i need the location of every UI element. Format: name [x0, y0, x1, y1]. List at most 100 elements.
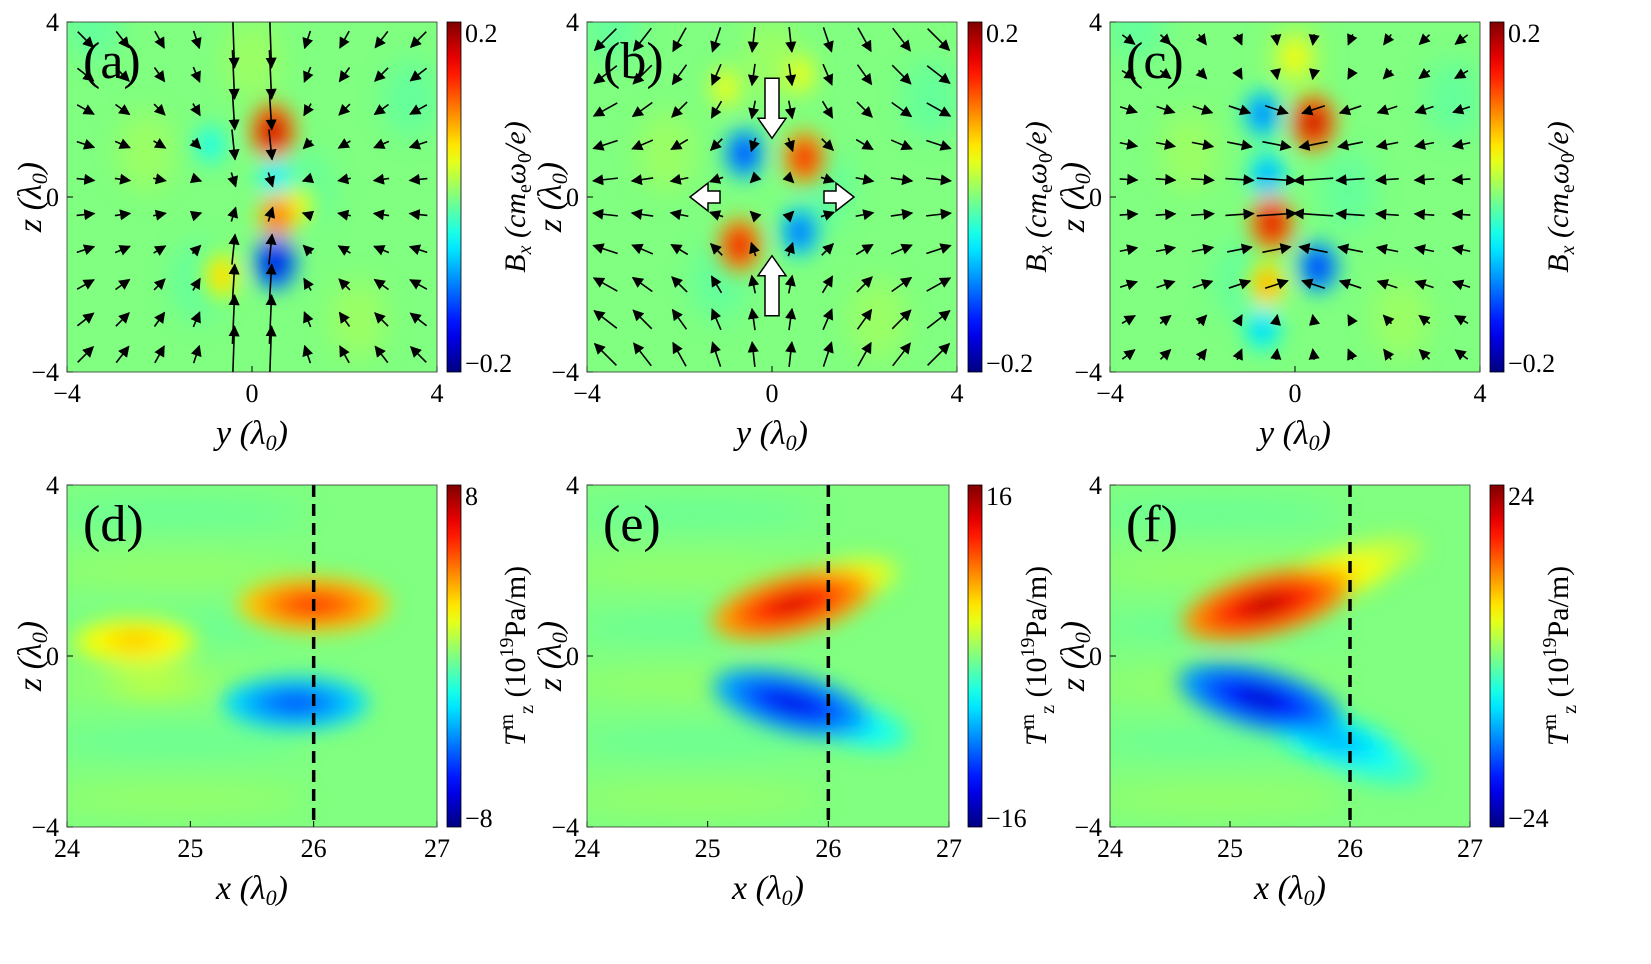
y-axis-label: z (λ0) [12, 621, 52, 692]
quiver-arrow [115, 312, 130, 327]
field-blob [721, 82, 730, 93]
quiver-arrow [784, 100, 796, 120]
y-tick-label: 0 [566, 183, 579, 212]
quiver-arrow [631, 101, 653, 118]
quiver-arrow [747, 341, 759, 367]
quiver-arrow [821, 138, 835, 152]
quiver-arrow [227, 206, 239, 222]
quiver-arrow [373, 103, 389, 116]
quiver-arrow [1156, 279, 1176, 290]
quiver-arrow [1191, 139, 1215, 151]
quiver-arrow [926, 139, 952, 151]
colorbar-label: Bx (cmeω0/e) [1020, 121, 1057, 272]
quiver-arrow [785, 307, 797, 331]
quiver-arrow [1347, 314, 1358, 327]
quiver-arrow [1119, 279, 1138, 291]
quiver-arrow [1195, 33, 1207, 46]
x-tick-label: 4 [431, 379, 444, 408]
quiver-arrow [1121, 349, 1136, 361]
quiver-arrow [228, 22, 240, 69]
quiver-arrow [784, 241, 795, 257]
quiver-arrow [1191, 243, 1215, 255]
panel-e: (e) 24 25 26 27 −4 0 4 x (λ0) z (λ0) 16 −16 Tmz (101… [532, 471, 1059, 910]
y-tick-label: 4 [566, 471, 579, 500]
field-blob [140, 676, 166, 687]
x-tick-label: 4 [951, 379, 964, 408]
quiver-arrow [373, 278, 389, 291]
quiver-arrow [1227, 243, 1253, 255]
quiver-arrow [1264, 278, 1289, 290]
quiver-arrow [749, 137, 760, 153]
quiver-arrow [1376, 104, 1398, 115]
quiver-arrow [1292, 174, 1334, 186]
quiver-arrow [892, 342, 911, 367]
quiver-arrow [671, 64, 688, 86]
quiver-arrow [1155, 173, 1177, 186]
quiver-arrow [710, 308, 722, 331]
quiver-arrow [115, 67, 130, 82]
colorbar-label: Tmz (1019Pa/m) [1539, 566, 1581, 746]
quiver-arrow [1119, 103, 1138, 115]
quiver-arrow [1159, 314, 1172, 327]
quiver-arrow [1159, 67, 1172, 80]
quiver-arrow [1338, 278, 1362, 290]
y-axis-label: z (λ0) [12, 162, 52, 233]
quiver-arrow [821, 100, 834, 119]
quiver-arrow [153, 311, 166, 327]
quiver-arrow [1195, 348, 1207, 361]
quiver-arrow [76, 312, 95, 327]
quiver-arrow [1195, 314, 1208, 327]
quiver-arrow [592, 102, 618, 117]
quiver-arrow [748, 100, 760, 120]
colorbar-tick-label: −0.2 [465, 349, 512, 378]
quiver [1119, 33, 1471, 361]
quiver-arrow [372, 209, 390, 221]
field-blob [1257, 107, 1268, 120]
x-tick-label: 0 [1289, 379, 1302, 408]
quiver-arrow [302, 137, 315, 150]
field-blob [206, 139, 215, 150]
x-tick-label: 27 [936, 834, 962, 863]
colorbar-label: Tmz (1019Pa/m) [1017, 566, 1059, 746]
field-blob [794, 225, 805, 239]
quiver-arrow [892, 27, 911, 52]
quiver-arrow [228, 293, 240, 344]
plot-area [587, 22, 957, 372]
quiver-arrow [153, 103, 166, 116]
quiver-arrow [76, 173, 96, 185]
quiver-arrow [302, 344, 314, 364]
quiver-arrow [1119, 173, 1139, 186]
y-tick-label: 0 [46, 642, 59, 671]
quiver-arrow [926, 243, 952, 255]
quiver-arrow [77, 345, 95, 363]
quiver-arrow [670, 243, 689, 256]
quiver-arrow [1225, 208, 1255, 220]
quiver-arrow [338, 278, 351, 291]
annotation-arrow-up [756, 254, 788, 317]
quiver-arrow [1454, 349, 1469, 361]
field-blob [1313, 260, 1324, 274]
field-blob [799, 151, 810, 165]
quiver-arrow [592, 208, 618, 220]
field-blobs [72, 577, 390, 730]
quiver-arrow [265, 325, 277, 372]
colorbar: 24 −24 Tmz (1019Pa/m) [1489, 482, 1581, 833]
quiver-arrow [784, 137, 795, 153]
quiver-arrow [1451, 208, 1471, 221]
quiver-arrow [1301, 278, 1326, 290]
quiver-arrow [891, 64, 912, 85]
quiver-arrow [927, 28, 951, 52]
quiver-arrow [302, 244, 315, 257]
x-tick-label: 26 [301, 834, 327, 863]
quiver-arrow [76, 104, 95, 115]
quiver-arrow [338, 67, 351, 83]
quiver-arrow [1308, 34, 1320, 46]
quiver-arrow [153, 209, 167, 221]
quiver-arrow [1155, 138, 1177, 150]
quiver-arrow [710, 27, 722, 53]
quiver-arrow [709, 242, 723, 256]
annotation-arrow-right [823, 181, 856, 213]
quiver-arrow [1262, 243, 1292, 255]
quiver-arrow [190, 66, 201, 83]
x-tick-label: −4 [1096, 379, 1124, 408]
